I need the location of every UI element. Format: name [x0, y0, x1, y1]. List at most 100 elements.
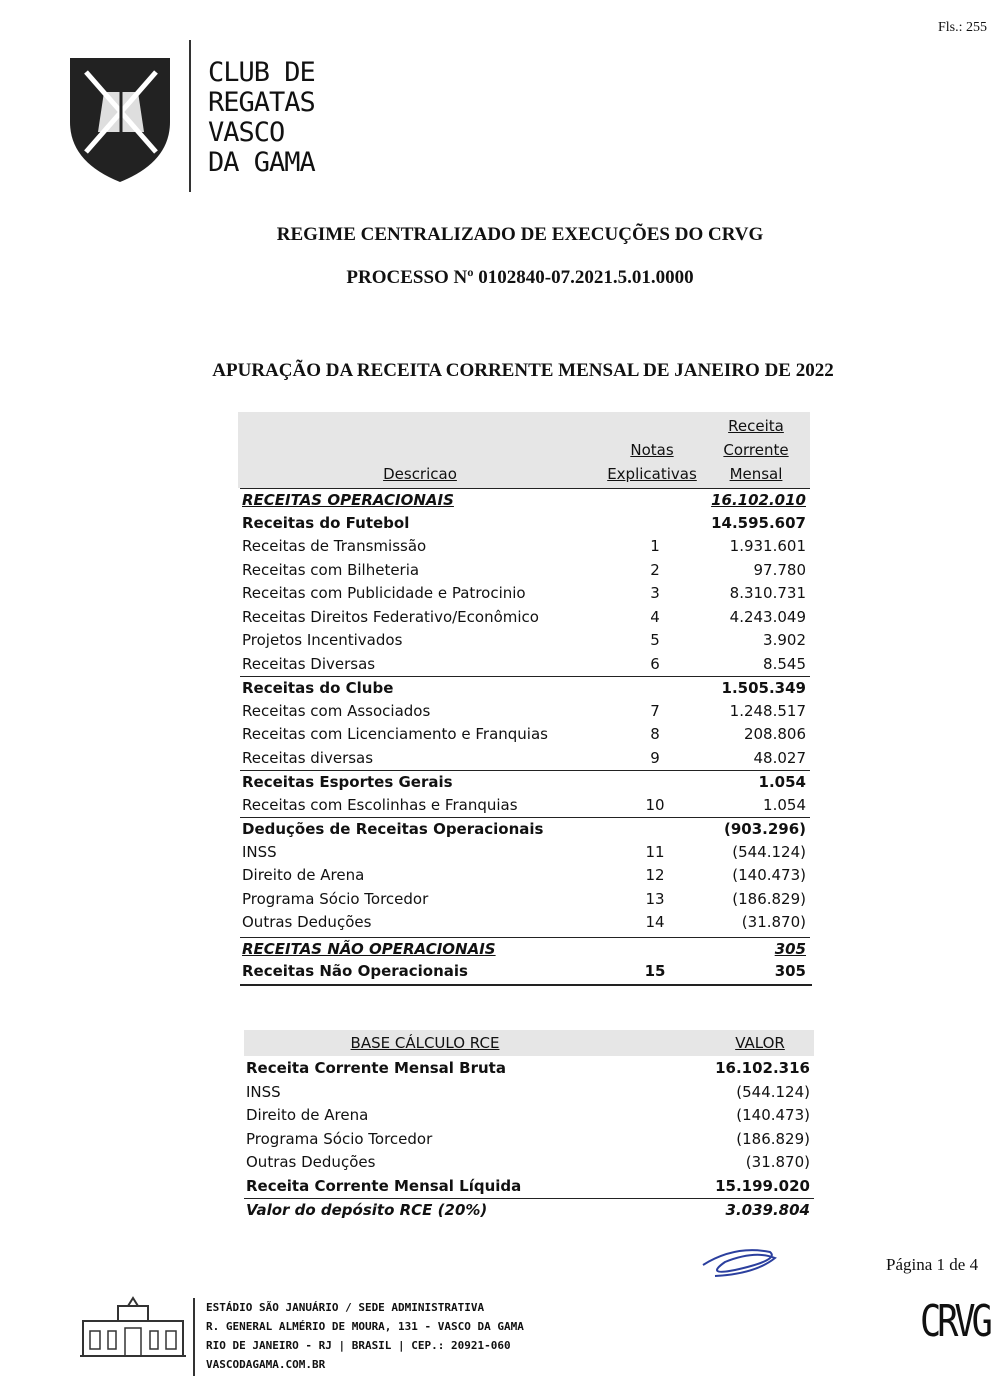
subtitle: APURAÇÃO DA RECEITA CORRENTE MENSAL DE J… [212, 360, 834, 381]
row-value: (31.870) [745, 1153, 810, 1171]
table-row: Receitas do Clube 1.505.349 [240, 676, 810, 701]
row-label: Deduções de Receitas Operacionais [242, 820, 544, 838]
signature [702, 1249, 777, 1277]
table-row: Outras Deduções (31.870) [244, 1151, 814, 1175]
row-label: Valor do depósito RCE (20%) [246, 1201, 488, 1219]
column-header: Explicativas [607, 465, 697, 483]
process: PROCESSO Nº 0102840-07.2021.5.01.0000 [346, 267, 694, 288]
row-value: 4.243.049 [729, 607, 806, 626]
row-value: 16.102.010 [711, 491, 806, 509]
table-row: RECEITAS NÃO OPERACIONAIS 305 [240, 936, 810, 962]
table-row: Receitas com Publicidade e Patrocinio 3 8.… [240, 582, 810, 606]
column-header: Mensal [729, 465, 783, 483]
row-label: INSS [246, 1082, 281, 1101]
row-value: 97.780 [753, 560, 807, 579]
row-value: (186.829) [732, 889, 806, 908]
table-row: Receitas Não Operacionais 15 305 [240, 960, 810, 984]
crest [70, 58, 170, 182]
table-row: Receitas Diversas 6 8.545 [240, 653, 810, 677]
address-line: VASCODAGAMA.COM.BR [206, 1358, 326, 1371]
address: ESTÁDIO SÃO JANUÁRIO / SEDE ADMINISTRATI… [206, 1298, 524, 1374]
row-value: 48.027 [753, 748, 807, 767]
table-row: RECEITAS OPERACIONAIS 16.102.010 [240, 488, 810, 513]
table-row: Direito de Arena (140.473) [244, 1104, 814, 1128]
table-row: INSS 11 (544.124) [240, 841, 810, 865]
row-note: 9 [650, 748, 660, 767]
page-number: Página 1 de 4 [886, 1255, 979, 1274]
row-label: Direito de Arena [242, 866, 365, 884]
table-row: Receitas diversas 9 48.027 [240, 747, 810, 771]
folio: Fls.: 255 [938, 20, 988, 35]
row-label: Receitas com Bilheteria [242, 560, 420, 579]
table-row: Receitas do Futebol 14.595.607 [240, 512, 810, 536]
logo-line: VASCO [208, 117, 285, 148]
column-header: Corrente [723, 441, 789, 459]
row-value: 8.310.731 [729, 584, 806, 602]
row-value: 208.806 [743, 725, 806, 743]
table-header-bg [238, 412, 810, 488]
row-note: 3 [650, 584, 660, 602]
row-label: Programa Sócio Torcedor [246, 1129, 433, 1148]
table-row: Receita Corrente Mensal Bruta 16.102.316 [244, 1057, 814, 1081]
row-value: 305 [774, 939, 806, 958]
row-value: (140.473) [736, 1106, 810, 1124]
row-value: (903.296) [723, 820, 806, 838]
row-value: 16.102.316 [715, 1059, 810, 1077]
table-row: Receita Corrente Mensal Líquida 15.199.02… [244, 1175, 814, 1199]
row-value: (544.124) [736, 1082, 810, 1101]
row-label: Receitas Não Operacionais [242, 962, 468, 980]
row-note: 10 [645, 795, 665, 814]
row-value: 1.505.349 [721, 679, 806, 697]
row-label: RECEITAS NÃO OPERACIONAIS [242, 939, 496, 958]
table-row: Outras Deduções 14 (31.870) [240, 911, 810, 935]
address-line: R. GENERAL ALMÉRIO DE MOURA, 131 - VASCO… [206, 1320, 524, 1333]
table-row: Valor do depósito RCE (20%) 3.039.804 [244, 1198, 814, 1223]
row-note: 4 [650, 607, 660, 626]
table-row: Receitas de Transmissão 1 1.931.601 [240, 535, 810, 559]
row-label: Direito de Arena [246, 1106, 369, 1124]
row-label: INSS [242, 842, 277, 861]
table-rule [240, 983, 812, 986]
row-label: Programa Sócio Torcedor [242, 889, 429, 908]
address-line: RIO DE JANEIRO - RJ | BRASIL | CEP.: 209… [206, 1339, 511, 1352]
row-value: 305 [774, 962, 806, 980]
row-label: Receita Corrente Mensal Líquida [246, 1176, 522, 1195]
table-row: Receitas Esportes Gerais 1.054 [240, 770, 810, 795]
row-note: 7 [650, 701, 660, 720]
row-label: Outras Deduções [246, 1153, 376, 1171]
stadium-drawing [80, 1296, 186, 1357]
table-row: INSS (544.124) [244, 1081, 814, 1105]
row-value: (140.473) [732, 866, 806, 884]
row-label: Receitas Diversas [242, 654, 376, 673]
row-value: (544.124) [732, 842, 806, 861]
row-note: 2 [650, 560, 660, 579]
table-row: Deduções de Receitas Operacionais (903.29… [240, 817, 810, 842]
table-row: Programa Sócio Torcedor 13 (186.829) [240, 888, 810, 912]
row-value: 3.902 [763, 631, 806, 649]
column-header: Descricao [383, 465, 457, 483]
row-note: 6 [650, 654, 660, 673]
row-label: Receitas com Associados [242, 701, 431, 720]
table-row: Receitas com Licenciamento e Franquias 8 2… [240, 723, 810, 747]
row-label: Receitas do Clube [242, 679, 394, 697]
row-label: Receita Corrente Mensal Bruta [246, 1059, 506, 1077]
logo-text: CLUB DE REGATAS VASCO DA GAMA [208, 58, 316, 178]
row-value: 3.039.804 [725, 1201, 810, 1219]
row-value: 15.199.020 [715, 1176, 810, 1195]
column-header: VALOR [735, 1034, 785, 1052]
row-note: 11 [645, 842, 665, 861]
logo-line: REGATAS [208, 87, 316, 118]
row-label: Receitas de Transmissão [242, 537, 427, 555]
row-value: 1.054 [763, 795, 806, 814]
address-line: ESTÁDIO SÃO JANUÁRIO / SEDE ADMINISTRATI… [206, 1301, 485, 1314]
column-header: Notas [630, 441, 674, 459]
row-label: Outras Deduções [242, 913, 372, 931]
table-row: Receitas com Bilheteria 2 97.780 [240, 559, 810, 583]
row-value: 8.545 [763, 654, 806, 673]
row-value: 1.931.601 [729, 537, 806, 555]
row-note: 1 [650, 537, 660, 555]
table-row: Receitas Direitos Federativo/Econômico 4 4… [240, 606, 810, 630]
column-header: BASE CÁLCULO RCE [350, 1034, 500, 1052]
row-label: RECEITAS OPERACIONAIS [242, 491, 454, 509]
